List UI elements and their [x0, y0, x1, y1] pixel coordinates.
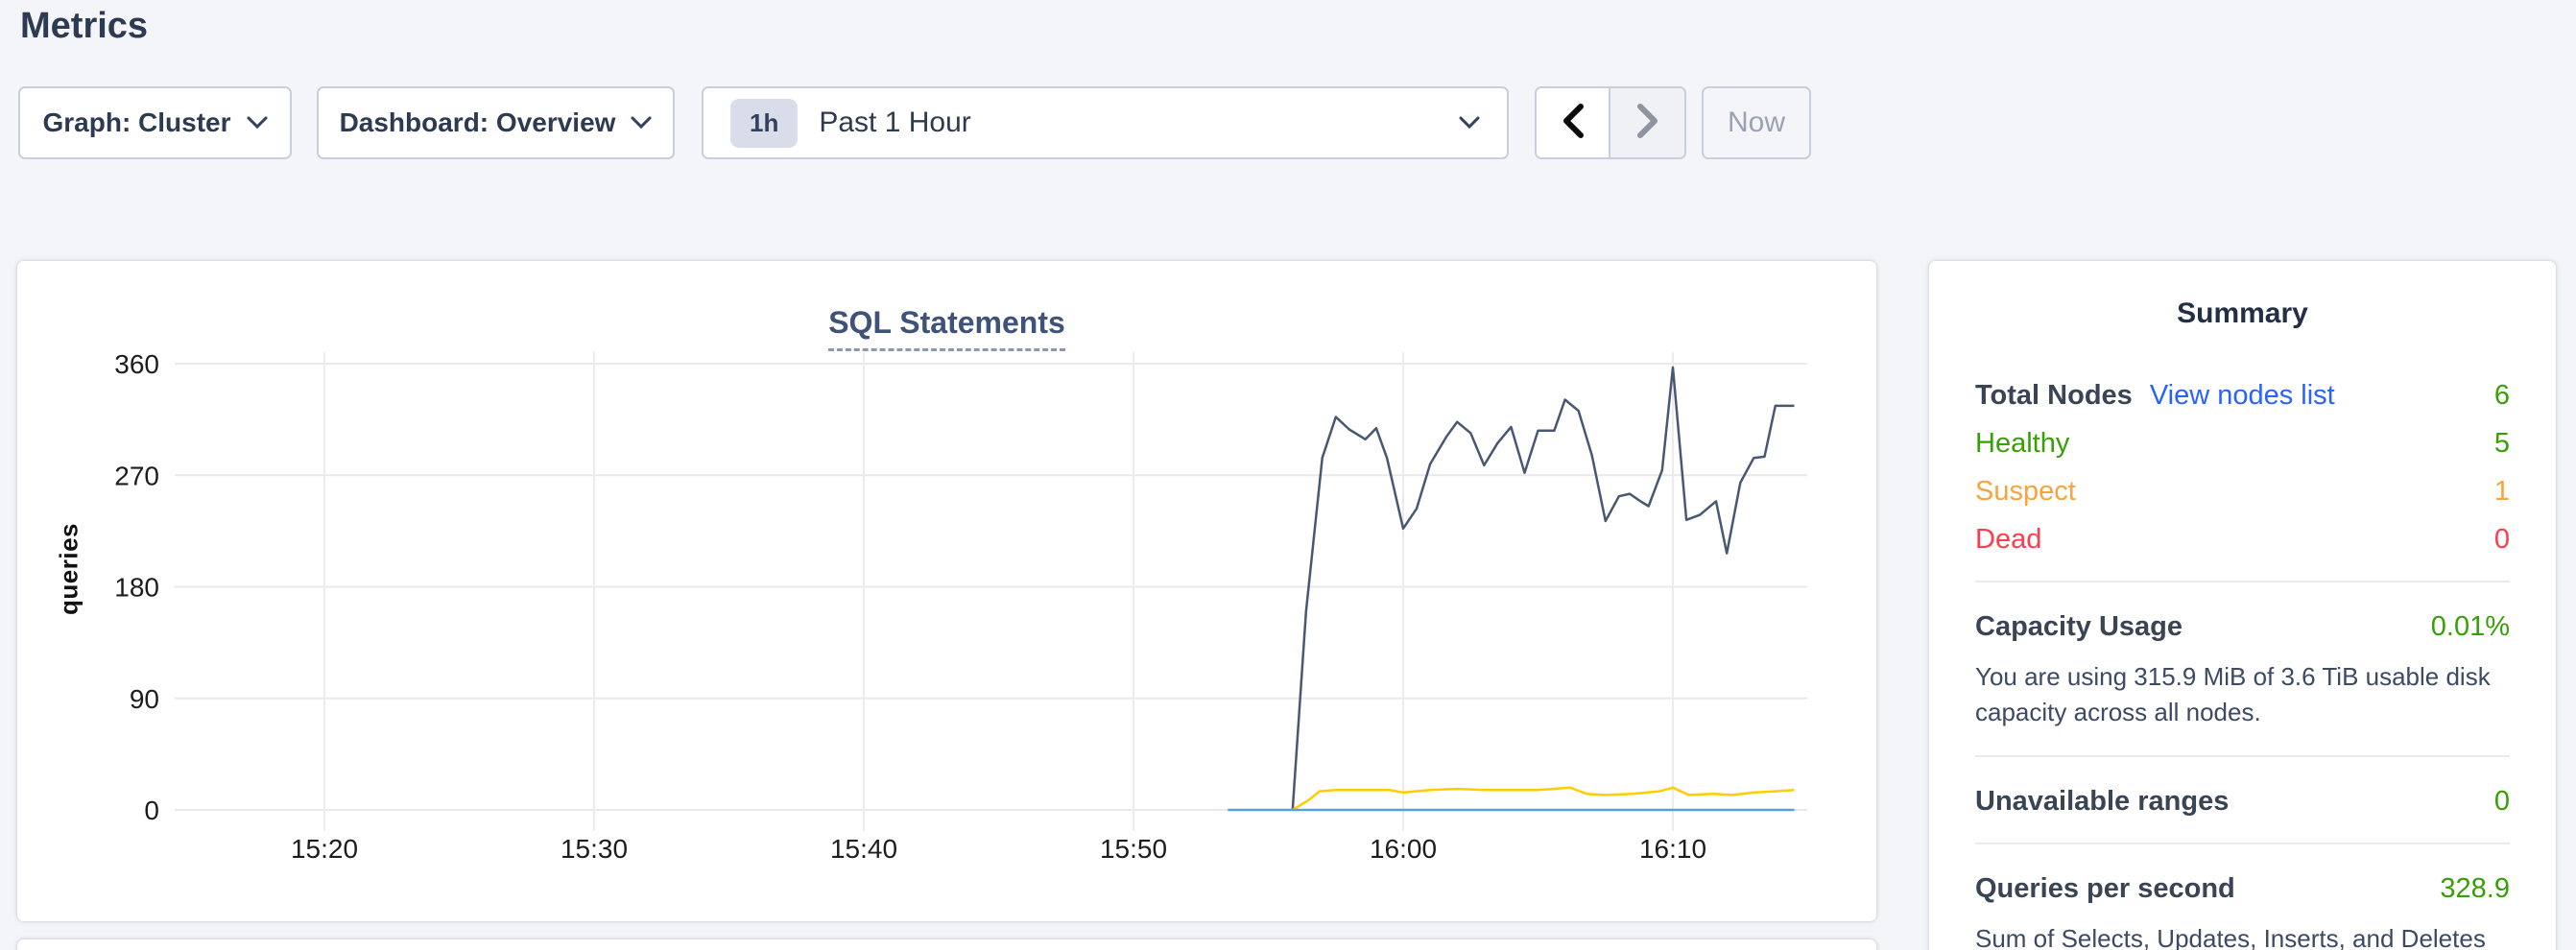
y-tick-label: 180 [114, 573, 159, 603]
graph-dropdown-label: Graph: Cluster [42, 107, 231, 137]
summary-panel: Summary Total Nodes View nodes list 6 He… [1929, 261, 2556, 950]
capacity-usage-label: Capacity Usage [1975, 611, 2182, 642]
capacity-usage-value: 0.01% [2430, 611, 2510, 642]
healthy-value: 5 [2493, 428, 2510, 459]
chevron-down-icon [631, 116, 652, 130]
chart-title-wrap: SQL Statements [17, 305, 1876, 351]
dead-nodes-row: Dead 0 [1975, 524, 2510, 556]
healthy-nodes-row: Healthy 5 [1975, 428, 2510, 460]
x-tick-label: 15:20 [291, 834, 358, 864]
previous-time-button[interactable] [1537, 88, 1611, 157]
y-tick-label: 270 [114, 461, 159, 490]
unavailable-ranges-label: Unavailable ranges [1975, 785, 2230, 817]
sql-statements-line-chart[interactable]: 0 90 180 270 360 15:20 15:30 15:40 15:50 16:00 16:… [17, 261, 1876, 921]
next-time-button[interactable] [1610, 88, 1684, 157]
x-tick-label: 16:00 [1370, 834, 1437, 864]
dead-label: Dead [1975, 524, 2042, 555]
unavailable-ranges-value: 0 [2493, 785, 2510, 817]
x-tick-label: 16:10 [1639, 834, 1706, 864]
suspect-label: Suspect [1975, 476, 2076, 507]
dashboard-dropdown-label: Dashboard: Overview [339, 107, 616, 137]
divider [1975, 754, 2510, 757]
y-tick-label: 90 [130, 684, 159, 714]
queries-per-second-label: Queries per second [1975, 872, 2235, 904]
now-button[interactable]: Now [1702, 86, 1811, 159]
x-tick-label: 15:40 [830, 834, 897, 864]
time-range-selector[interactable]: 1h Past 1 Hour [702, 86, 1509, 159]
total-nodes-label: Total Nodes [1975, 380, 2133, 411]
capacity-usage-row: Capacity Usage 0.01% [1975, 611, 2510, 643]
time-range-badge: 1h [730, 98, 799, 148]
queries-per-second-value: 328.9 [2440, 872, 2510, 904]
x-tick-label: 15:50 [1100, 834, 1167, 864]
chevron-down-icon [247, 116, 268, 130]
y-tick-label: 360 [114, 349, 159, 379]
chart-title[interactable]: SQL Statements [828, 305, 1065, 351]
suspect-value: 1 [2493, 476, 2510, 507]
y-tick-label: 0 [144, 796, 159, 825]
sql-statements-chart-card: SQL Statements queries 0 90 180 270 360 15:20… [17, 261, 1876, 921]
queries-per-second-description: Sum of Selects, Updates, Inserts, and De… [1975, 923, 2486, 950]
chevron-down-icon [1459, 116, 1480, 130]
summary-title: Summary [2177, 297, 2308, 329]
divider [1975, 581, 2510, 582]
unavailable-ranges-row: Unavailable ranges 0 [1975, 786, 2510, 818]
healthy-label: Healthy [1975, 428, 2070, 459]
chevron-right-icon [1635, 103, 1660, 144]
view-nodes-list-link[interactable]: View nodes list [2149, 380, 2335, 411]
time-step-buttons [1535, 86, 1686, 159]
series-dark-blue-line [1291, 366, 1795, 811]
capacity-usage-description: You are using 315.9 MiB of 3.6 TiB usabl… [1975, 662, 2491, 726]
dashboard-dropdown[interactable]: Dashboard: Overview [317, 86, 675, 159]
time-range-label: Past 1 Hour [819, 107, 971, 138]
series-yellow-line [1292, 786, 1795, 812]
chevron-left-icon [1561, 103, 1586, 144]
queries-per-second-row: Queries per second 328.9 [1975, 873, 2510, 905]
graph-dropdown[interactable]: Graph: Cluster [18, 86, 292, 159]
suspect-nodes-row: Suspect 1 [1975, 476, 2510, 508]
total-nodes-row: Total Nodes View nodes list 6 [1975, 380, 2510, 412]
page-title: Metrics [20, 6, 149, 46]
x-tick-label: 15:30 [561, 834, 628, 864]
divider [1975, 842, 2510, 844]
total-nodes-value: 6 [2493, 380, 2510, 411]
next-chart-card-partial [17, 939, 1876, 950]
dead-value: 0 [2493, 524, 2510, 555]
